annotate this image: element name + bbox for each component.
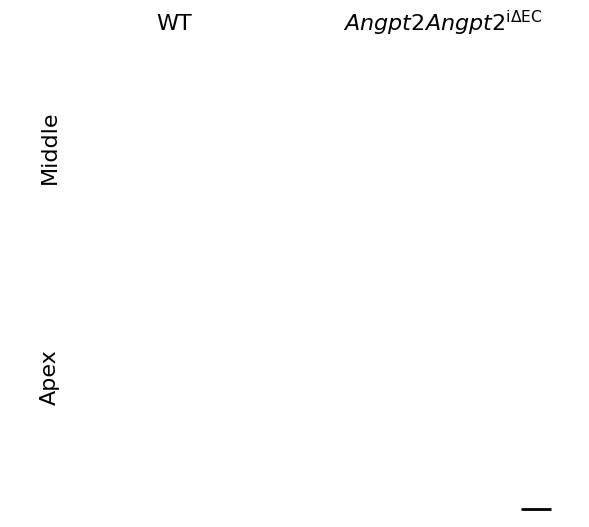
Text: $\mathit{Angpt2}$: $\mathit{Angpt2}$: [343, 12, 424, 36]
Text: Middle: Middle: [40, 111, 60, 184]
Text: $\mathit{Angpt2}^{\mathrm{i\Delta EC}}$: $\mathit{Angpt2}^{\mathrm{i\Delta EC}}$: [424, 9, 542, 38]
Text: Apex: Apex: [40, 349, 60, 405]
Text: WT: WT: [156, 14, 191, 34]
